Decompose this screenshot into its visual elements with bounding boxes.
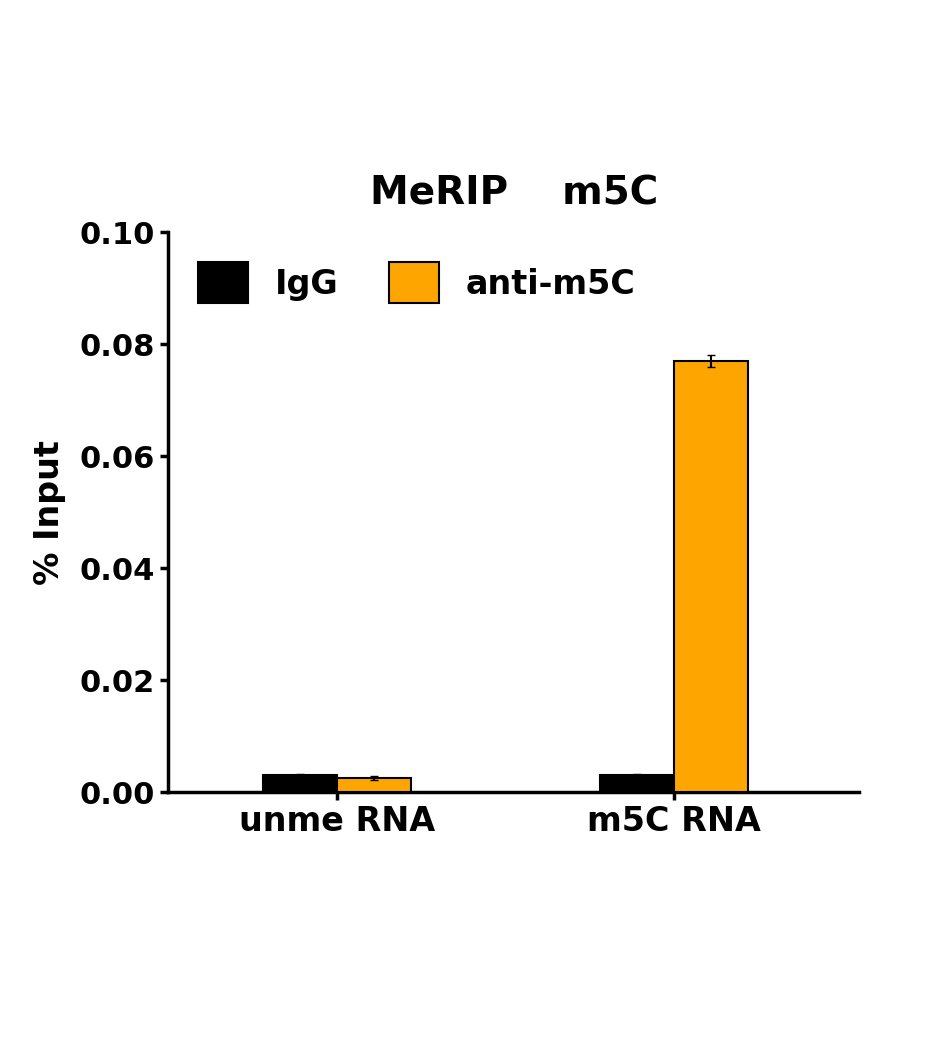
- Legend: IgG, anti-m5C: IgG, anti-m5C: [185, 249, 648, 317]
- Title: MeRIP    m5C: MeRIP m5C: [370, 174, 658, 212]
- Bar: [336, 778, 411, 792]
- Bar: [673, 361, 748, 792]
- Y-axis label: % Input: % Input: [33, 439, 65, 585]
- Bar: [262, 775, 336, 792]
- Bar: [600, 775, 673, 792]
